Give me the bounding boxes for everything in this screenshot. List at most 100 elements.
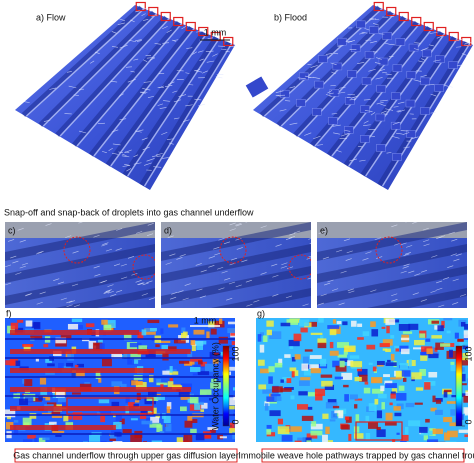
map-cell: [381, 402, 385, 410]
map-cell: [419, 368, 426, 376]
map-cell: [88, 340, 97, 349]
map-cell: [200, 409, 205, 412]
colorbar: [222, 345, 230, 427]
fiber: [359, 159, 366, 162]
map-cell: [145, 411, 156, 415]
map-cell: [463, 407, 468, 414]
fiber: [376, 101, 384, 105]
fiber: [285, 237, 293, 240]
fiber: [199, 58, 204, 61]
fiber: [426, 84, 435, 86]
map-cell: [133, 403, 139, 407]
channel: [21, 5, 143, 117]
fiber: [456, 64, 464, 67]
map-cell: [450, 409, 456, 416]
map-cell: [282, 377, 291, 382]
map-cell: [291, 370, 295, 378]
fiber: [137, 282, 144, 285]
fiber: [165, 262, 172, 265]
fiber-highlight: [59, 17, 170, 137]
water-block: [390, 121, 401, 130]
map-cell: [408, 323, 419, 330]
water-block: [376, 84, 386, 93]
fiber: [126, 168, 132, 172]
map-cell: [395, 348, 400, 352]
map-cell: [25, 320, 33, 327]
map-cell: [344, 394, 349, 402]
map-cell: [331, 411, 338, 419]
map-cell: [413, 339, 425, 346]
map-cell: [134, 400, 140, 403]
snapshot-panel: [5, 222, 155, 308]
fiber: [302, 303, 309, 307]
map-cell: [441, 320, 445, 328]
map-cell: [122, 429, 132, 434]
fiber: [349, 98, 356, 101]
water-block: [406, 130, 416, 138]
fiber: [166, 138, 174, 140]
fiber: [404, 252, 412, 255]
map-cell: [183, 434, 193, 442]
fiber: [380, 99, 388, 102]
fiber-highlight: [25, 7, 145, 117]
fiber: [397, 109, 406, 113]
fiber: [325, 94, 332, 97]
water-block: [312, 108, 322, 116]
fiber: [108, 148, 113, 152]
fiber: [111, 129, 119, 133]
snapshot-panel: [161, 222, 311, 308]
map-cell: [110, 433, 117, 439]
water-block: [298, 72, 309, 81]
map-cell: [293, 333, 302, 342]
fiber: [66, 304, 73, 308]
map-cell: [31, 397, 42, 402]
map-cell: [460, 321, 466, 327]
map-cell: [156, 424, 163, 433]
fiber: [71, 283, 79, 287]
map-cell: [448, 349, 453, 358]
fiber: [66, 71, 72, 73]
map-cell: [149, 423, 161, 428]
map-cell: [347, 360, 354, 366]
map-cell: [257, 334, 262, 342]
fiber: [49, 87, 57, 90]
map-cell: [301, 415, 314, 421]
map-cell: [332, 405, 340, 409]
map-cell: [100, 440, 107, 442]
map-cell: [382, 339, 393, 346]
map-cell: [310, 368, 321, 374]
map-cell: [169, 377, 174, 381]
fiber: [107, 284, 114, 287]
map-cell: [89, 434, 101, 442]
map-cell: [277, 418, 284, 425]
fiber: [452, 278, 459, 282]
map-cell: [193, 329, 205, 335]
fiber: [157, 103, 164, 106]
map-cell: [22, 439, 33, 442]
map-cell: [84, 382, 90, 385]
map-cell: [274, 362, 283, 368]
fiber: [185, 72, 190, 74]
map-cell: [14, 429, 19, 435]
map-cell: [344, 345, 356, 352]
fiber: [429, 44, 434, 47]
fiber: [218, 287, 225, 291]
fiber: [337, 91, 346, 94]
map-cell: [466, 378, 468, 385]
fiber: [272, 274, 279, 278]
map-cell: [165, 423, 172, 432]
fiber: [105, 289, 112, 292]
map-cell: [339, 358, 348, 362]
map-cell: [232, 432, 235, 440]
fiber: [142, 88, 151, 91]
channel-band: [161, 244, 311, 283]
fiber: [151, 15, 158, 17]
channel-outlet: [448, 31, 459, 42]
fiber: [466, 307, 467, 308]
map-cell: [402, 331, 413, 334]
map-cell: [428, 353, 439, 359]
map-cell: [400, 440, 407, 442]
fiber: [65, 235, 72, 238]
map-cell: [169, 366, 173, 373]
